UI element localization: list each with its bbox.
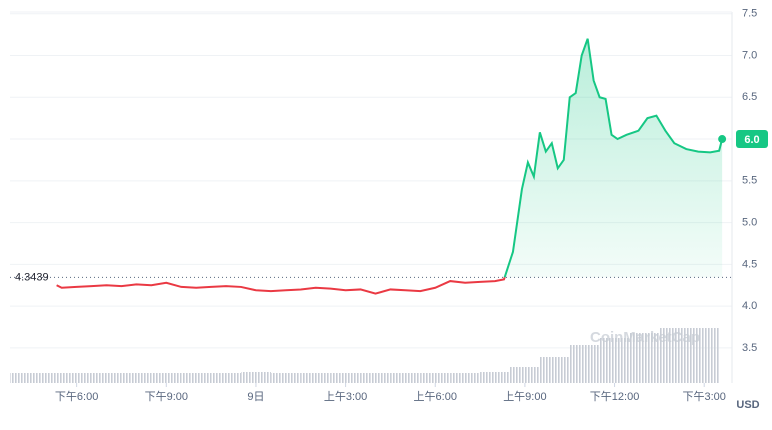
volume-bar bbox=[509, 367, 540, 383]
volume-bar bbox=[420, 373, 451, 383]
volume-bar bbox=[390, 373, 421, 383]
volume-bar bbox=[569, 345, 600, 383]
volume-bar bbox=[121, 373, 152, 383]
volume-bar bbox=[10, 373, 32, 383]
volume-bar bbox=[241, 372, 271, 383]
price-line-up bbox=[503, 38, 724, 278]
price-tag bbox=[736, 130, 768, 149]
volume-bar bbox=[450, 373, 481, 383]
y-tick-label: 4.5 bbox=[742, 258, 757, 270]
x-tick-label: 上午3:00 bbox=[324, 390, 367, 403]
volume-bar bbox=[300, 373, 331, 383]
volume-bar bbox=[31, 373, 62, 383]
y-tick-label: 3.5 bbox=[742, 342, 757, 354]
volume-bar bbox=[270, 373, 301, 383]
volume-bar bbox=[61, 373, 92, 383]
volume-bar bbox=[181, 373, 212, 383]
volume-bar bbox=[599, 338, 630, 383]
volume-bar bbox=[330, 373, 361, 383]
x-tick-label: 上午6:00 bbox=[414, 390, 457, 403]
volume-bar bbox=[151, 373, 182, 383]
area bbox=[56, 38, 723, 278]
x-tick-label: 9日 bbox=[247, 391, 264, 403]
y-tick-label: 7.5 bbox=[742, 8, 757, 20]
volume-bar bbox=[659, 328, 690, 383]
volume-bar bbox=[91, 373, 122, 383]
last-point bbox=[718, 135, 727, 144]
volume-bar bbox=[480, 372, 510, 383]
x-tick-label: 下午12:00 bbox=[590, 390, 640, 403]
y-tick-label: 6.5 bbox=[742, 91, 757, 103]
y-tick-label: 5.5 bbox=[742, 175, 757, 187]
x-tick-label: 下午3:00 bbox=[682, 390, 725, 403]
x-tick-label: 下午9:00 bbox=[145, 390, 188, 403]
volume-bar bbox=[539, 357, 570, 383]
volume-bar bbox=[360, 373, 391, 383]
baseline-label: 4.3439 bbox=[15, 271, 49, 283]
price-tag-label: 6.0 bbox=[744, 134, 759, 146]
price-line-down bbox=[56, 277, 506, 295]
y-tick-label: 4.0 bbox=[742, 300, 757, 312]
currency: USD bbox=[736, 399, 759, 411]
x-tick-label: 下午6:00 bbox=[55, 390, 98, 403]
x-tick-label: 上午9:00 bbox=[503, 390, 546, 403]
y-tick-label: 5.0 bbox=[742, 217, 757, 229]
volume-bar bbox=[211, 373, 242, 383]
volume-bar bbox=[629, 333, 660, 383]
y-tick-label: 7.0 bbox=[742, 49, 757, 61]
volume-bar bbox=[689, 328, 720, 383]
